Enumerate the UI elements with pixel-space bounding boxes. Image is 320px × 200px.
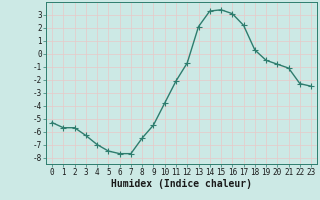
X-axis label: Humidex (Indice chaleur): Humidex (Indice chaleur) — [111, 179, 252, 189]
